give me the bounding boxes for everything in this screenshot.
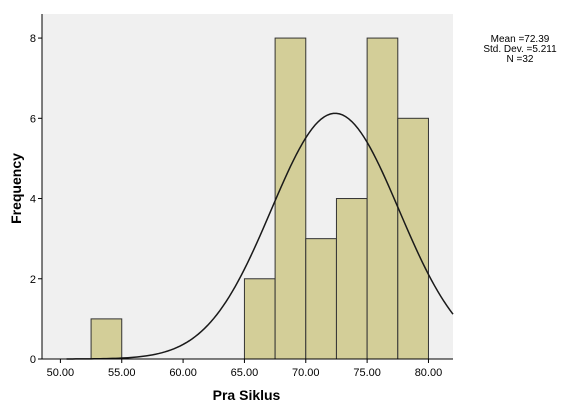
n-stat: N =32 (506, 54, 534, 65)
y-tick-label: 2 (30, 274, 36, 286)
y-tick-label: 0 (30, 354, 36, 366)
x-tick-label: 65.00 (231, 367, 259, 379)
axes-group (41, 14, 453, 360)
histogram-bar (243, 278, 276, 360)
x-tick-label: 80.00 (415, 367, 443, 379)
histogram-bar (274, 37, 307, 360)
x-tick-label: 70.00 (292, 367, 320, 379)
histogram-bar (335, 198, 368, 360)
x-axis-title: Pra Siklus (213, 387, 281, 401)
stats-legend: Mean =72.39 Std. Dev. =5.211 N =32 (478, 35, 562, 65)
std-dev-stat: Std. Dev. =5.211 (483, 44, 557, 55)
x-tick-label: 55.00 (108, 367, 136, 379)
y-tick-label: 8 (30, 33, 36, 45)
y-tick-label: 6 (30, 113, 36, 125)
x-tick-label: 75.00 (353, 367, 381, 379)
mean-stat: Mean =72.39 (490, 34, 550, 45)
ticks-group: 50.00 55.00 60.00 65.00 70.00 75.00 80.00 0 2 4 6 8 (30, 33, 442, 379)
histogram-bar (305, 238, 337, 360)
x-tick-label: 60.00 (169, 367, 197, 379)
normal-curve (66, 112, 454, 360)
bars-group (90, 37, 429, 360)
histogram-bar (90, 318, 123, 360)
x-tick-label: 50.00 (47, 367, 75, 379)
y-tick-label: 4 (30, 194, 36, 206)
histogram-bar (366, 37, 399, 360)
y-axis-title: Frequency (8, 153, 24, 224)
histogram-bar (397, 117, 429, 360)
